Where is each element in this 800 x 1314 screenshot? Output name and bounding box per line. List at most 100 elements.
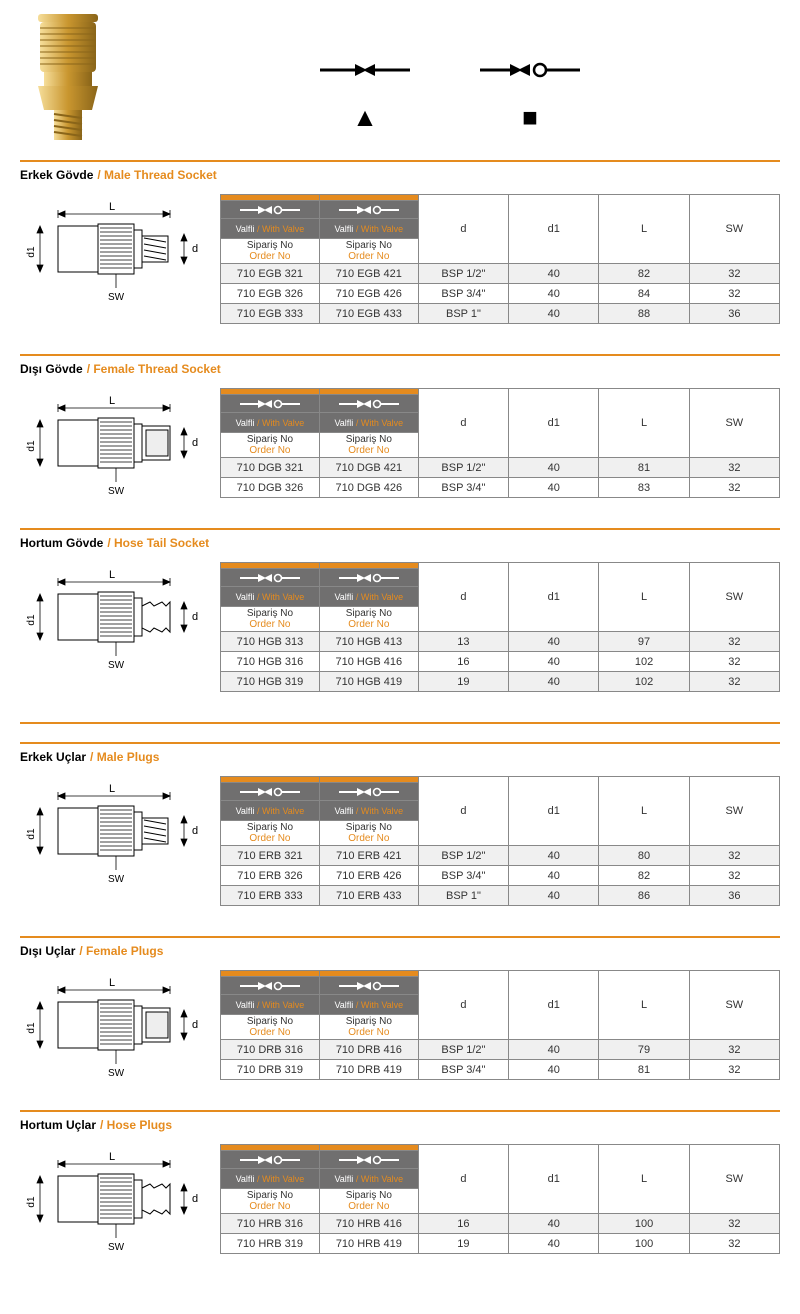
cell-order2: 710 DGB 426	[319, 478, 418, 498]
cell-order2: 710 HGB 419	[319, 672, 418, 692]
spec-table-hrb: dd1LSWValfli / With ValveValfli / With V…	[220, 1144, 780, 1254]
cell-d1: 40	[509, 1040, 599, 1060]
col-SW: SW	[689, 1145, 779, 1214]
section-title-tr: Dışı Gövde	[20, 362, 83, 376]
cell-order1: 710 EGB 321	[221, 264, 320, 284]
cell-SW: 32	[689, 284, 779, 304]
cell-SW: 32	[689, 672, 779, 692]
section-title-en: / Male Thread Socket	[97, 168, 216, 182]
table-row: 710 ERB 333710 ERB 433BSP 1"408636	[221, 886, 780, 906]
svg-text:SW: SW	[108, 660, 125, 671]
cell-d1: 40	[509, 866, 599, 886]
cell-SW: 36	[689, 304, 779, 324]
section-diagram: Ld1dSW	[20, 388, 200, 498]
cell-order1: 710 HRB 319	[221, 1234, 320, 1254]
cell-order2: 710 HGB 416	[319, 652, 418, 672]
cell-order1: 710 HGB 316	[221, 652, 320, 672]
cell-L: 82	[599, 264, 689, 284]
cell-d1: 40	[509, 672, 599, 692]
svg-text:L: L	[109, 569, 115, 581]
cell-order1: 710 DGB 321	[221, 458, 320, 478]
svg-text:L: L	[109, 783, 115, 795]
cell-d: 19	[418, 1234, 508, 1254]
section-title: Erkek Gövde / Male Thread Socket	[20, 160, 780, 194]
cell-SW: 32	[689, 1214, 779, 1234]
svg-text:L: L	[109, 201, 115, 213]
table-row: 710 DGB 326710 DGB 426BSP 3/4"408332	[221, 478, 780, 498]
cell-d1: 40	[509, 458, 599, 478]
cell-SW: 32	[689, 1040, 779, 1060]
cell-d: BSP 1/2"	[418, 458, 508, 478]
cell-order2: 710 EGB 433	[319, 304, 418, 324]
section-dgb: Dışı Gövde / Female Thread SocketLd1dSWd…	[20, 354, 780, 498]
spec-table-erb: dd1LSWValfli / With ValveValfli / With V…	[220, 776, 780, 906]
cell-order2: 710 EGB 426	[319, 284, 418, 304]
svg-text:d1: d1	[26, 828, 37, 840]
section-title: Hortum Uçlar / Hose Plugs	[20, 1110, 780, 1144]
col-SW: SW	[689, 389, 779, 458]
cell-d: BSP 3/4"	[418, 284, 508, 304]
cell-order2: 710 ERB 426	[319, 866, 418, 886]
svg-text:L: L	[109, 1151, 115, 1163]
section-diagram: Ld1dSW	[20, 562, 200, 672]
svg-text:d1: d1	[26, 1196, 37, 1208]
cell-SW: 32	[689, 478, 779, 498]
section-title-en: / Hose Tail Socket	[107, 536, 209, 550]
cell-L: 88	[599, 304, 689, 324]
cell-d1: 40	[509, 846, 599, 866]
spec-table-dgb: dd1LSWValfli / With ValveValfli / With V…	[220, 388, 780, 498]
section-title-tr: Erkek Uçlar	[20, 750, 86, 764]
section-diagram: Ld1dSW	[20, 970, 200, 1080]
section-title-en: / Female Plugs	[79, 944, 163, 958]
section-title: Dışı Gövde / Female Thread Socket	[20, 354, 780, 388]
section-title-en: / Hose Plugs	[100, 1118, 172, 1132]
cell-d: BSP 3/4"	[418, 866, 508, 886]
col-L: L	[599, 563, 689, 632]
section-title-en: / Female Thread Socket	[87, 362, 221, 376]
col-d: d	[418, 195, 508, 264]
svg-text:d1: d1	[26, 1022, 37, 1034]
cell-order1: 710 HRB 316	[221, 1214, 320, 1234]
section-title-tr: Hortum Uçlar	[20, 1118, 96, 1132]
cell-order1: 710 EGB 326	[221, 284, 320, 304]
col-SW: SW	[689, 195, 779, 264]
cell-SW: 32	[689, 458, 779, 478]
cell-d1: 40	[509, 284, 599, 304]
section-title-tr: Erkek Gövde	[20, 168, 93, 182]
svg-text:d1: d1	[26, 614, 37, 626]
cell-L: 80	[599, 846, 689, 866]
svg-text:d1: d1	[26, 440, 37, 452]
cell-L: 100	[599, 1214, 689, 1234]
cell-L: 97	[599, 632, 689, 652]
table-row: 710 HGB 313710 HGB 41313409732	[221, 632, 780, 652]
cell-d1: 40	[509, 632, 599, 652]
section-title: Dışı Uçlar / Female Plugs	[20, 936, 780, 970]
cell-SW: 32	[689, 866, 779, 886]
section-diagram: Ld1 d SW	[20, 776, 200, 886]
cell-order1: 710 DRB 316	[221, 1040, 320, 1060]
cell-L: 81	[599, 1060, 689, 1080]
svg-text:SW: SW	[108, 292, 125, 303]
svg-text:SW: SW	[108, 486, 125, 497]
section-diagram: Ld1dSW	[20, 194, 200, 304]
cell-order2: 710 DRB 419	[319, 1060, 418, 1080]
cell-order1: 710 HGB 313	[221, 632, 320, 652]
cell-d1: 40	[509, 652, 599, 672]
table-row: 710 DGB 321710 DGB 421BSP 1/2"408132	[221, 458, 780, 478]
svg-text:d: d	[192, 437, 198, 449]
cell-d1: 40	[509, 304, 599, 324]
cell-d: 13	[418, 632, 508, 652]
svg-text:SW: SW	[108, 1242, 125, 1253]
cell-order1: 710 ERB 321	[221, 846, 320, 866]
cell-d: BSP 3/4"	[418, 478, 508, 498]
svg-text:SW: SW	[108, 874, 125, 885]
svg-text:d: d	[192, 243, 198, 255]
cell-L: 83	[599, 478, 689, 498]
cell-order2: 710 DGB 421	[319, 458, 418, 478]
table-row: 710 DRB 316710 DRB 416BSP 1/2"407932	[221, 1040, 780, 1060]
svg-text:d: d	[192, 825, 198, 837]
cell-SW: 36	[689, 886, 779, 906]
col-L: L	[599, 1145, 689, 1214]
cell-order2: 710 HRB 419	[319, 1234, 418, 1254]
cell-d1: 40	[509, 264, 599, 284]
